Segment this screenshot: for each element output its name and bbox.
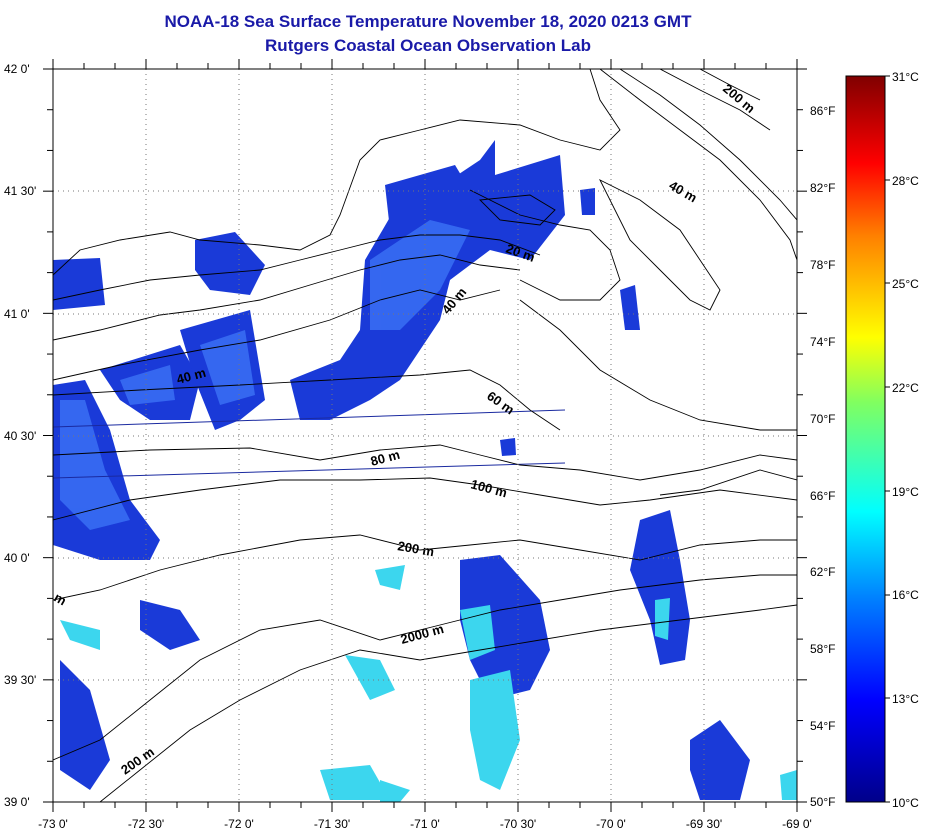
lon-label: -71 0' xyxy=(410,817,440,831)
fahrenheit-label: 50°F xyxy=(810,795,836,809)
colorbar xyxy=(845,75,886,803)
celsius-label: 31°C xyxy=(892,70,919,84)
fahrenheit-label: 82°F xyxy=(810,181,836,195)
contour-label: m xyxy=(52,590,70,609)
fahrenheit-label: 70°F xyxy=(810,412,836,426)
contour-label: 80 m xyxy=(369,447,402,469)
lon-label: -69 30' xyxy=(685,817,723,831)
map-subtitle: Rutgers Coastal Ocean Observation Lab xyxy=(265,36,591,55)
contour-label: 60 m xyxy=(484,388,517,417)
fahrenheit-label: 78°F xyxy=(810,258,836,272)
fahrenheit-label: 62°F xyxy=(810,565,836,579)
fahrenheit-label: 58°F xyxy=(810,642,836,656)
lon-label: -70 30' xyxy=(499,817,537,831)
lon-label: -71 30' xyxy=(313,817,351,831)
map-title: NOAA-18 Sea Surface Temperature November… xyxy=(164,12,692,31)
fahrenheit-label: 66°F xyxy=(810,489,836,503)
celsius-label: 25°C xyxy=(892,277,919,291)
lon-label: -73 0' xyxy=(38,817,68,831)
lat-label: 39 0' xyxy=(4,795,30,809)
lat-label: 41 0' xyxy=(4,307,30,321)
lon-label: -72 30' xyxy=(127,817,165,831)
fahrenheit-label: 74°F xyxy=(810,335,836,349)
lat-label: 42 0' xyxy=(4,62,30,76)
celsius-label: 28°C xyxy=(892,174,919,188)
lat-label: 39 30' xyxy=(4,673,37,687)
sst-data-layer: 200 m 40 m 20 m 40 m 40 m 60 m 80 m 100 … xyxy=(52,69,797,802)
lon-label: -69 0' xyxy=(782,817,812,831)
contour-label: 2000 m xyxy=(399,621,445,647)
axis-ticks xyxy=(43,59,807,812)
colorbar-ticks xyxy=(885,75,890,803)
celsius-label: 16°C xyxy=(892,588,919,602)
graticule xyxy=(53,69,797,802)
fahrenheit-label: 86°F xyxy=(810,104,836,118)
contour-label: 100 m xyxy=(469,476,509,500)
contour-label: 40 m xyxy=(175,365,208,387)
lon-label: -70 0' xyxy=(596,817,626,831)
contour-label: 200 m xyxy=(720,81,758,116)
fahrenheit-label: 54°F xyxy=(810,719,836,733)
contour-label: 40 m xyxy=(667,178,700,206)
celsius-label: 22°C xyxy=(892,381,919,395)
lon-label: -72 0' xyxy=(224,817,254,831)
contour-label: 200 m xyxy=(396,538,435,559)
lat-label: 40 0' xyxy=(4,551,30,565)
celsius-label: 13°C xyxy=(892,692,919,706)
lat-label: 40 30' xyxy=(4,429,37,443)
celsius-label: 10°C xyxy=(892,796,919,810)
celsius-label: 19°C xyxy=(892,485,919,499)
lat-label: 41 30' xyxy=(4,184,37,198)
